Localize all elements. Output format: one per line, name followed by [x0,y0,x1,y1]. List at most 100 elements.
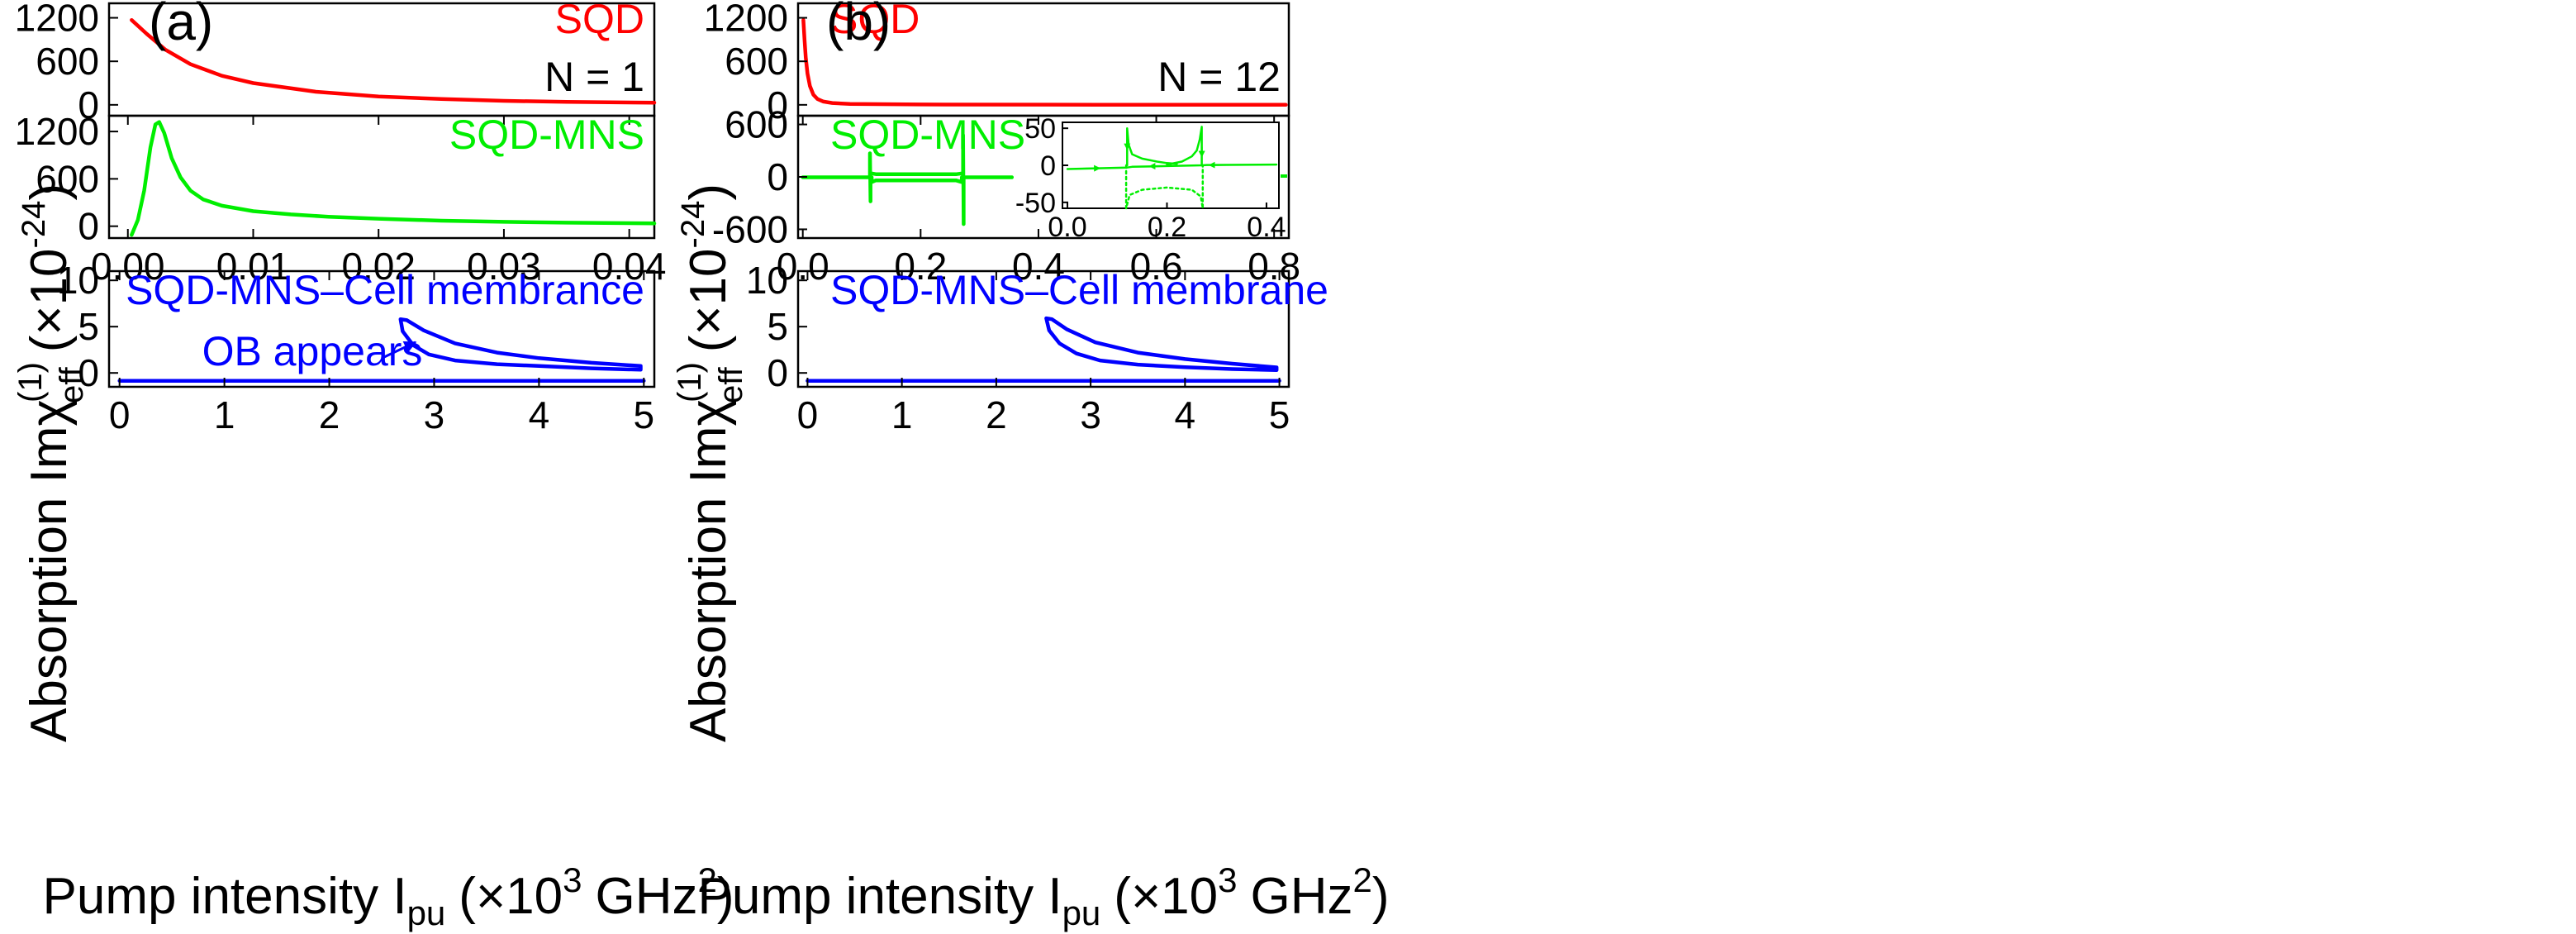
xlabel-unit-exp2-b: 2 [1352,860,1371,899]
panel-b-mns: -600 0 600 0.0 0.2 0.4 0.6 0.8 SQD-MNS [712,103,1300,288]
panel-b-inset: -50 0 50 0.0 0.2 0.4 [1015,113,1286,243]
x-tick-label: 0.4 [1012,245,1065,288]
x-tick-label: 0.2 [1148,212,1186,243]
series-label: SQD [830,0,920,42]
series-line [130,17,657,105]
x-tick-label: 0.00 [91,245,165,288]
x-tick-label: 0.02 [341,245,416,288]
series-label: SQD-MNS–Cell membrance [126,267,644,313]
y-tick-label: 600 [36,157,99,200]
panel-label: (a) [149,0,213,51]
y-tick-label: 10 [57,259,99,302]
ylabel-sub: eff [54,366,90,403]
y-tick-label: 1200 [15,0,99,40]
xlabel-sub-b: pu [1062,893,1101,932]
y-tick-label: 0 [78,83,99,126]
xlabel-unit-exp-a: 3 [563,860,582,899]
series-line [1044,316,1279,373]
x-tick-label: 0.6 [1130,245,1183,288]
panel-label: (b) [826,0,891,51]
y-tick-label: 600 [725,40,788,83]
svg-text:Absorption Imχ(1)eff(×10-24): Absorption Imχ(1) eff (×10-24) [672,183,749,742]
x-tick-label: 5 [634,393,655,436]
y-tick-label: 0 [767,83,788,126]
ylabel-sup-b: (1) [672,362,708,403]
y-tick-label: 5 [78,305,99,348]
y-tick-label: 0 [78,205,99,248]
x-tick-label: 4 [529,393,550,436]
x-tick-label: 0.03 [467,245,541,288]
series-line [130,120,657,237]
n-annotation: N = 1 [544,54,644,100]
series-line [801,175,1015,184]
xlabel-unit-exp-b: 3 [1218,860,1237,899]
series-line [961,133,966,226]
ylabel-unit-exp: -24 [16,201,52,249]
xlabel-unit-open-a: (×10 [459,868,563,925]
ylabel-chi: χ [21,399,78,426]
xlabel-unit-close-a: ) [717,868,734,925]
x-tick-label: 3 [424,393,445,436]
x-tick-label: 0.01 [216,245,291,288]
y-tick-label: 600 [36,40,99,83]
xlabel-unit-mid-a: GHz [595,868,697,925]
y-tick-label: 5 [767,305,788,348]
y-tick-label: 50 [1024,113,1056,145]
series-line [398,317,643,372]
ylabel-unit-close: ) [21,183,78,201]
ob-arrow [383,341,417,359]
x-tick-label: 3 [1080,393,1101,436]
y-tick-label: 600 [725,103,788,146]
ylabel-unit-open: (×10 [21,248,78,352]
ylabel-sub-b: eff [713,366,749,403]
xlabel-sub-a: pu [407,893,446,932]
x-tick-label: 0 [109,393,131,436]
x-axis-title-b: Pump intensity Ipu (×103 GHz2) [697,860,1389,932]
svg-text:Absorption Imχ(1)eff(×10-24): Absorption Imχ(1) eff (×10-24) [12,183,90,742]
xlabel-unit-open-b: (×10 [1114,868,1218,925]
ylabel-sup: (1) [12,362,49,403]
x-tick-label: 0.0 [1048,212,1086,243]
y-tick-label: -600 [712,207,788,250]
y-axis-title-b: Absorption Imχ(1) eff (×10-24) [672,183,749,742]
series-line [1166,126,1203,167]
y-tick-label: 0 [767,351,788,394]
xlabel-prefix-a: Pump intensity I [42,868,406,925]
x-tick-label: 0 [797,393,819,436]
y-tick-label: 10 [746,259,788,302]
series-label: SQD-MNS–Cell membrane [830,267,1328,313]
x-tick-label: 2 [319,393,340,436]
y-tick-label: 0 [767,155,788,198]
xlabel-unit-close-b: ) [1372,868,1390,925]
x-tick-label: 0.4 [1247,212,1286,243]
xlabel-unit-mid-b: GHz [1250,868,1352,925]
series-label: SQD-MNS [830,112,1025,158]
ylabel-prefix-b: Absorption Im [680,426,737,742]
x-tick-label: 0.2 [894,245,947,288]
x-tick-label: 0.8 [1248,245,1300,288]
y-axis-title-a: Absorption Imχ(1) eff (×10-24) [12,183,90,742]
plot-frame [107,114,656,240]
ylabel-prefix: Absorption Im [21,426,78,742]
series-line [1126,126,1178,167]
ylabel-unit-exp-b: -24 [675,201,711,249]
x-tick-label: 2 [986,393,1007,436]
x-tick-label: 5 [1269,393,1290,436]
x-tick-label: 1 [214,393,235,436]
plot-frame [107,269,656,388]
series-label: SQD-MNS [449,112,644,158]
ylabel-chi-b: χ [680,399,737,426]
x-tick-label: 4 [1175,393,1196,436]
series-line [867,151,872,203]
y-tick-label: 1200 [15,110,99,153]
x-tick-label: 1 [891,393,913,436]
xlabel-prefix-b: Pump intensity I [697,868,1062,925]
x-axis-title-a: Pump intensity Ipu (×103 GHz2) [42,860,734,932]
